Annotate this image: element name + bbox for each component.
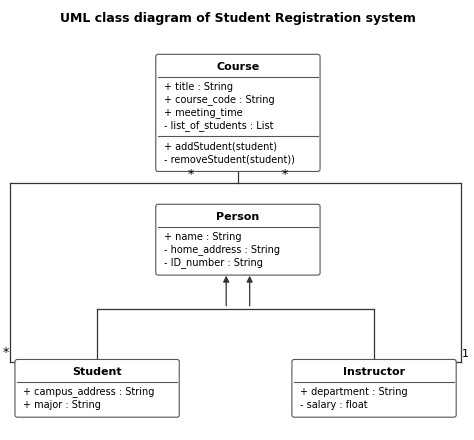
Text: Student: Student xyxy=(73,367,122,377)
Text: UML class diagram of Student Registration system: UML class diagram of Student Registratio… xyxy=(60,12,416,26)
Text: - ID_number : String: - ID_number : String xyxy=(164,257,263,268)
Text: *: * xyxy=(188,169,194,181)
Text: *: * xyxy=(282,169,288,181)
Text: - removeStudent(student)): - removeStudent(student)) xyxy=(164,154,295,164)
Text: + meeting_time: + meeting_time xyxy=(164,107,243,118)
Text: - list_of_students : List: - list_of_students : List xyxy=(164,121,273,132)
Text: + course_code : String: + course_code : String xyxy=(164,94,275,105)
Text: - salary : float: - salary : float xyxy=(301,400,368,410)
Text: - home_address : String: - home_address : String xyxy=(164,244,280,255)
FancyBboxPatch shape xyxy=(156,54,320,172)
FancyBboxPatch shape xyxy=(156,204,320,275)
Text: Instructor: Instructor xyxy=(343,367,405,377)
Text: Course: Course xyxy=(216,62,260,72)
FancyBboxPatch shape xyxy=(15,359,179,417)
Text: + title : String: + title : String xyxy=(164,82,233,92)
Text: + name : String: + name : String xyxy=(164,231,242,242)
Text: 1: 1 xyxy=(462,349,469,359)
Text: *: * xyxy=(3,346,9,359)
Text: + department : String: + department : String xyxy=(301,387,408,397)
Text: + addStudent(student): + addStudent(student) xyxy=(164,141,277,151)
Text: + campus_address : String: + campus_address : String xyxy=(23,386,155,397)
Text: Person: Person xyxy=(216,212,260,221)
Text: + major : String: + major : String xyxy=(23,400,101,410)
FancyBboxPatch shape xyxy=(292,359,456,417)
